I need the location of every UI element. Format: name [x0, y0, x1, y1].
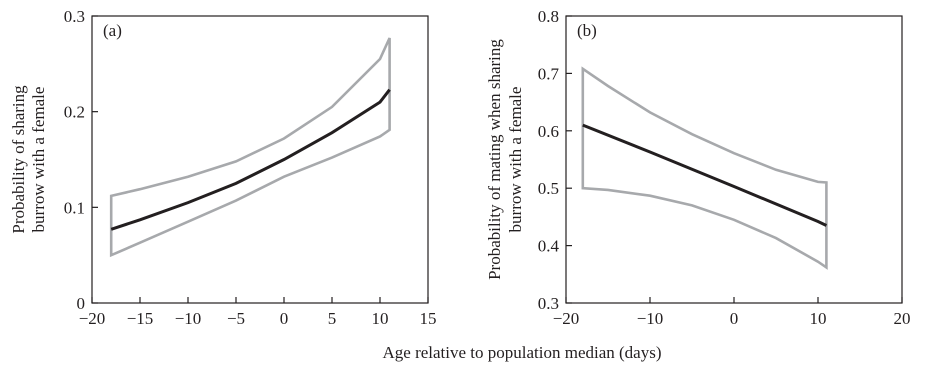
- x-tick-label: 10: [372, 309, 389, 328]
- x-tick-label: −15: [127, 309, 154, 328]
- x-tick-label: 0: [730, 309, 739, 328]
- x-tick-label: −10: [637, 309, 664, 328]
- x-tick-label: 20: [894, 309, 911, 328]
- panel-label: (b): [577, 21, 597, 40]
- x-tick-label: −20: [553, 309, 580, 328]
- y-tick-label: 0.8: [538, 7, 559, 26]
- mean-line: [582, 123, 828, 227]
- x-tick-label: −5: [227, 309, 245, 328]
- panel-b: −20 −10 0 10 20 0.3 0.4 0.5 0.6 0.7 0.8 Probability…: [485, 7, 911, 328]
- y-tick-label: 0.2: [64, 103, 85, 122]
- panel-label: (a): [103, 21, 122, 40]
- panel-a: −20 −15 −10 −5 0 5 10 15 0 0.1 0.2 0.3 Probability o…: [9, 7, 437, 328]
- x-tick-label: 10: [810, 309, 827, 328]
- y-tick-label: 0.6: [538, 122, 559, 141]
- y-axis-title-line: Probability of mating when sharing: [485, 39, 504, 280]
- mean-line: [110, 88, 391, 231]
- y-axis-title-line: Probability of sharing: [9, 85, 28, 234]
- x-tick-label: −10: [175, 309, 202, 328]
- y-axis-title-line: burrow with a female: [29, 87, 48, 233]
- y-tick-label: 0.1: [64, 198, 85, 217]
- x-tick-label: 15: [420, 309, 437, 328]
- y-tick-label: 0.3: [538, 294, 559, 313]
- x-tick-label: 5: [328, 309, 337, 328]
- shared-x-axis-title: Age relative to population median (days): [383, 343, 662, 362]
- plot-frame: [91, 15, 429, 304]
- confidence-band: [109, 37, 391, 258]
- x-tick-label: −20: [79, 309, 106, 328]
- y-tick-label: 0.3: [64, 7, 85, 26]
- y-tick-label: 0.5: [538, 179, 559, 198]
- y-tick-label: 0: [77, 294, 86, 313]
- confidence-band: [581, 66, 828, 270]
- y-tick-label: 0.7: [538, 64, 560, 83]
- y-axis-title-line: burrow with a female: [506, 87, 525, 233]
- x-tick-label: 0: [280, 309, 289, 328]
- plot-frame: [565, 15, 903, 304]
- y-tick-label: 0.4: [538, 237, 560, 256]
